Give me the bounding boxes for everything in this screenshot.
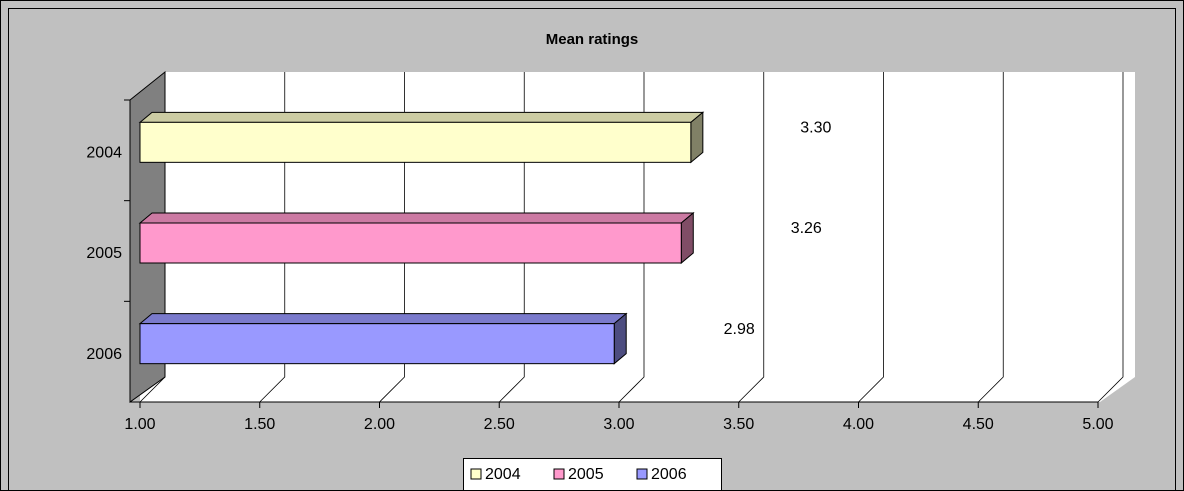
y-tick-label: 2006 <box>86 346 122 363</box>
y-tick-label: 2004 <box>86 145 122 162</box>
grid-line <box>1097 72 1124 403</box>
grid-line <box>498 72 525 403</box>
legend-label: 2006 <box>651 466 687 483</box>
chart-title: Mean ratings <box>546 31 639 48</box>
grid-line <box>618 72 645 403</box>
x-tick-label: 5.00 <box>1082 416 1113 433</box>
legend <box>463 458 722 491</box>
bar-front <box>139 121 692 163</box>
x-tick-label: 3.00 <box>603 416 634 433</box>
grid-line <box>977 72 1004 403</box>
bar-top <box>138 313 628 325</box>
legend-label: 2005 <box>568 466 604 483</box>
data-label: 2.98 <box>724 321 755 338</box>
data-label: 3.26 <box>791 220 822 237</box>
x-tick-label: 2.00 <box>364 416 395 433</box>
bar <box>138 111 705 164</box>
x-tick-label: 3.50 <box>723 416 754 433</box>
data-label: 3.30 <box>800 120 831 137</box>
grid-line <box>379 72 405 403</box>
bar <box>138 312 628 365</box>
x-tick-label: 4.00 <box>843 416 874 433</box>
legend-label: 2004 <box>485 466 521 483</box>
bar-front <box>139 222 682 264</box>
x-tick-label: 2.50 <box>484 416 515 433</box>
x-tick-label: 1.50 <box>244 416 275 433</box>
x-tick-label: 1.00 <box>124 416 155 433</box>
y-tick-label: 2005 <box>86 245 122 262</box>
bar-front <box>139 323 615 365</box>
grid-line <box>139 72 166 403</box>
grid-line <box>259 72 286 403</box>
bar <box>138 211 695 265</box>
legend-swatch <box>470 468 482 480</box>
bar-top <box>138 111 705 123</box>
grid-line <box>738 72 765 403</box>
legend-swatch <box>553 468 565 480</box>
grid-line <box>858 72 884 403</box>
legend-swatch <box>636 468 648 480</box>
bar-top <box>138 212 695 224</box>
x-tick-label: 4.50 <box>963 416 994 433</box>
